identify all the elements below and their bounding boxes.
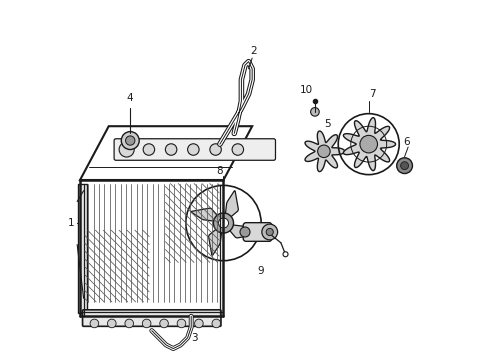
Circle shape bbox=[232, 144, 244, 155]
Circle shape bbox=[212, 319, 220, 328]
Circle shape bbox=[160, 319, 169, 328]
Polygon shape bbox=[343, 118, 395, 171]
Text: 10: 10 bbox=[299, 85, 313, 95]
Circle shape bbox=[360, 135, 377, 153]
Text: 8: 8 bbox=[217, 166, 223, 176]
Circle shape bbox=[166, 144, 177, 155]
Circle shape bbox=[210, 144, 221, 155]
Text: 4: 4 bbox=[127, 93, 134, 103]
Circle shape bbox=[90, 319, 98, 328]
Circle shape bbox=[119, 142, 134, 157]
Circle shape bbox=[210, 144, 221, 155]
Polygon shape bbox=[305, 131, 344, 172]
Polygon shape bbox=[191, 208, 224, 223]
Circle shape bbox=[143, 144, 155, 155]
FancyBboxPatch shape bbox=[82, 310, 221, 326]
Circle shape bbox=[188, 144, 199, 155]
Circle shape bbox=[214, 213, 234, 233]
Circle shape bbox=[266, 228, 273, 235]
Circle shape bbox=[125, 319, 133, 328]
Circle shape bbox=[166, 144, 177, 155]
Circle shape bbox=[177, 319, 186, 328]
Circle shape bbox=[232, 144, 244, 155]
Polygon shape bbox=[223, 223, 256, 238]
Circle shape bbox=[401, 162, 409, 170]
Circle shape bbox=[143, 144, 155, 155]
Text: 5: 5 bbox=[324, 120, 331, 129]
Circle shape bbox=[397, 158, 413, 174]
Circle shape bbox=[119, 142, 134, 157]
Circle shape bbox=[142, 319, 151, 328]
FancyBboxPatch shape bbox=[78, 184, 87, 313]
Circle shape bbox=[188, 144, 199, 155]
Circle shape bbox=[107, 319, 116, 328]
Polygon shape bbox=[223, 191, 239, 223]
Circle shape bbox=[125, 136, 135, 145]
Circle shape bbox=[311, 108, 319, 116]
Circle shape bbox=[219, 218, 228, 228]
Circle shape bbox=[318, 145, 330, 158]
Text: 3: 3 bbox=[192, 333, 198, 343]
Circle shape bbox=[195, 319, 203, 328]
Circle shape bbox=[262, 224, 278, 240]
Circle shape bbox=[122, 132, 139, 149]
Text: 2: 2 bbox=[251, 46, 257, 56]
Circle shape bbox=[240, 227, 250, 237]
Text: 7: 7 bbox=[369, 89, 376, 99]
FancyBboxPatch shape bbox=[114, 139, 275, 160]
FancyBboxPatch shape bbox=[243, 223, 272, 241]
Text: 1: 1 bbox=[68, 218, 74, 228]
Polygon shape bbox=[209, 223, 223, 255]
Text: 9: 9 bbox=[258, 266, 265, 276]
Text: 6: 6 bbox=[403, 138, 410, 147]
